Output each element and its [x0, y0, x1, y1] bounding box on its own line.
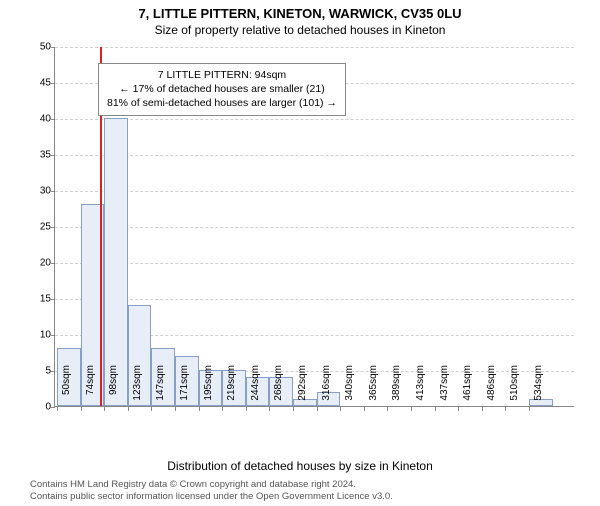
- xtick-label: 413sqm: [415, 365, 426, 411]
- xtick-label: 389sqm: [391, 365, 402, 411]
- xtick-mark: [128, 407, 129, 411]
- ytick-label: 10: [27, 330, 51, 341]
- xtick-mark: [482, 407, 483, 411]
- xtick-label: 340sqm: [344, 365, 355, 411]
- annotation-line-3: 81% of semi-detached houses are larger (…: [107, 96, 337, 110]
- x-axis-label: Distribution of detached houses by size …: [0, 459, 600, 473]
- ytick-label: 5: [27, 366, 51, 377]
- ytick-mark: [51, 263, 55, 264]
- footnote-line-1: Contains HM Land Registry data © Crown c…: [30, 479, 600, 491]
- xtick-mark: [269, 407, 270, 411]
- histogram-bar: [104, 118, 128, 406]
- xtick-label: 98sqm: [108, 365, 119, 411]
- ytick-mark: [51, 47, 55, 48]
- xtick-mark: [246, 407, 247, 411]
- ytick-label: 25: [27, 222, 51, 233]
- xtick-mark: [175, 407, 176, 411]
- xtick-label: 147sqm: [155, 365, 166, 411]
- ytick-label: 35: [27, 150, 51, 161]
- xtick-label: 510sqm: [509, 365, 520, 411]
- xtick-mark: [57, 407, 58, 411]
- xtick-label: 219sqm: [226, 365, 237, 411]
- annotation-box: 7 LITTLE PITTERN: 94sqm ← 17% of detache…: [98, 63, 346, 116]
- xtick-label: 195sqm: [203, 365, 214, 411]
- xtick-mark: [458, 407, 459, 411]
- ytick-mark: [51, 371, 55, 372]
- xtick-label: 486sqm: [486, 365, 497, 411]
- ytick-label: 0: [27, 402, 51, 413]
- ytick-mark: [51, 407, 55, 408]
- ytick-label: 30: [27, 186, 51, 197]
- xtick-mark: [293, 407, 294, 411]
- xtick-mark: [151, 407, 152, 411]
- gridline: [55, 227, 574, 228]
- xtick-mark: [364, 407, 365, 411]
- chart-title: 7, LITTLE PITTERN, KINETON, WARWICK, CV3…: [0, 6, 600, 21]
- gridline: [55, 263, 574, 264]
- gridline: [55, 191, 574, 192]
- xtick-label: 171sqm: [179, 365, 190, 411]
- gridline: [55, 299, 574, 300]
- xtick-mark: [340, 407, 341, 411]
- xtick-label: 316sqm: [321, 365, 332, 411]
- xtick-mark: [81, 407, 82, 411]
- xtick-mark: [411, 407, 412, 411]
- ytick-mark: [51, 227, 55, 228]
- ytick-label: 45: [27, 78, 51, 89]
- xtick-label: 292sqm: [297, 365, 308, 411]
- xtick-label: 437sqm: [439, 365, 450, 411]
- xtick-label: 244sqm: [250, 365, 261, 411]
- xtick-mark: [104, 407, 105, 411]
- ytick-label: 40: [27, 114, 51, 125]
- ytick-mark: [51, 191, 55, 192]
- ytick-mark: [51, 155, 55, 156]
- ytick-mark: [51, 119, 55, 120]
- chart-area: 0510152025303540455050sqm74sqm98sqm123sq…: [54, 47, 574, 407]
- ytick-mark: [51, 83, 55, 84]
- xtick-mark: [222, 407, 223, 411]
- ytick-label: 50: [27, 42, 51, 53]
- chart-subtitle: Size of property relative to detached ho…: [0, 23, 600, 37]
- gridline: [55, 155, 574, 156]
- ytick-mark: [51, 299, 55, 300]
- gridline: [55, 119, 574, 120]
- xtick-label: 268sqm: [273, 365, 284, 411]
- annotation-line-1: 7 LITTLE PITTERN: 94sqm: [107, 68, 337, 82]
- ytick-mark: [51, 335, 55, 336]
- ytick-label: 20: [27, 258, 51, 269]
- xtick-label: 123sqm: [132, 365, 143, 411]
- xtick-label: 50sqm: [61, 365, 72, 411]
- xtick-mark: [529, 407, 530, 411]
- xtick-mark: [387, 407, 388, 411]
- annotation-line-2: ← 17% of detached houses are smaller (21…: [107, 82, 337, 96]
- xtick-mark: [199, 407, 200, 411]
- xtick-label: 534sqm: [533, 365, 544, 411]
- xtick-mark: [435, 407, 436, 411]
- xtick-label: 461sqm: [462, 365, 473, 411]
- xtick-mark: [505, 407, 506, 411]
- xtick-label: 365sqm: [368, 365, 379, 411]
- xtick-mark: [317, 407, 318, 411]
- footnote-line-2: Contains public sector information licen…: [30, 491, 600, 503]
- gridline: [55, 47, 574, 48]
- ytick-label: 15: [27, 294, 51, 305]
- xtick-label: 74sqm: [85, 365, 96, 411]
